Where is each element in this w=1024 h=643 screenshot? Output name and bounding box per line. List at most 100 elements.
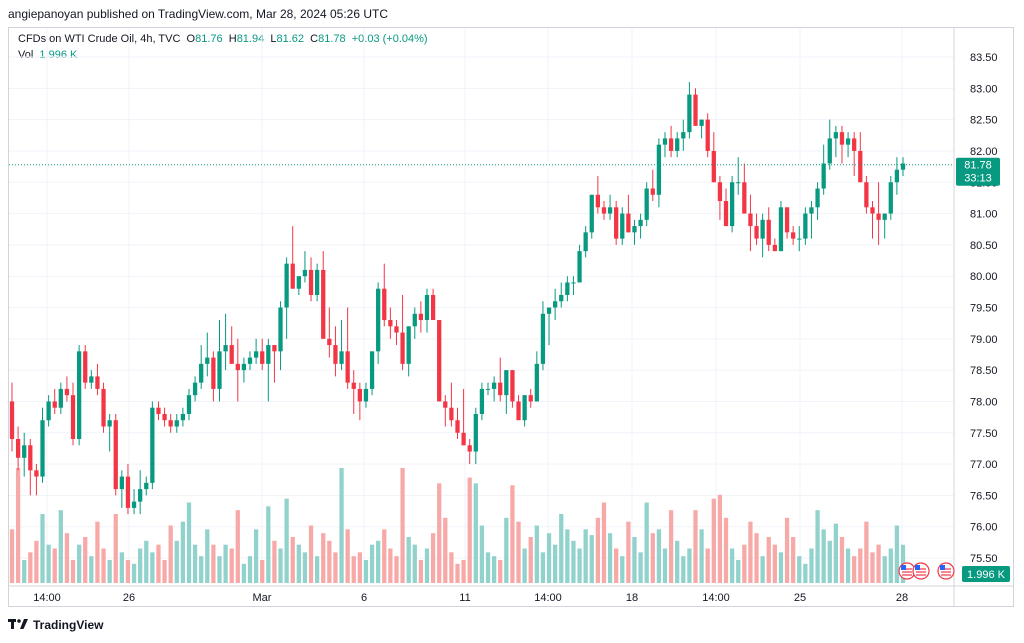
- volume-bar: [461, 560, 466, 583]
- volume-bar: [406, 537, 411, 583]
- candle-body: [52, 401, 57, 408]
- candle-body: [528, 395, 533, 402]
- volume-bar: [345, 529, 350, 583]
- candle-body: [119, 476, 124, 490]
- time-tick-label: 26: [123, 592, 135, 604]
- tradingview-logo-icon: [8, 619, 28, 629]
- candle-body: [266, 345, 271, 364]
- candle-body: [131, 501, 137, 508]
- candle-body: [626, 213, 631, 233]
- volume-bar: [70, 560, 76, 583]
- candle-body: [772, 244, 777, 252]
- volume-bar: [40, 514, 45, 583]
- volume-bar: [52, 548, 57, 583]
- volume-bar: [870, 552, 875, 583]
- volume-bar: [797, 556, 802, 583]
- candle-body: [858, 150, 863, 183]
- candle-body: [485, 388, 491, 390]
- volume-bar: [723, 517, 729, 583]
- high-value: 81.94: [236, 33, 265, 45]
- candle-body: [180, 413, 186, 421]
- candle-body: [662, 138, 668, 145]
- candle-body: [345, 351, 350, 383]
- price-tick-label: 83.00: [970, 83, 998, 95]
- volume-bar: [95, 521, 100, 583]
- candle-body: [778, 207, 784, 252]
- volume-bars: [9, 468, 906, 583]
- volume-bar: [882, 556, 887, 583]
- volume-bar: [131, 563, 137, 583]
- candle-body: [675, 138, 680, 151]
- volume-bar: [791, 537, 796, 583]
- candles: [9, 82, 906, 515]
- candle-body: [443, 401, 448, 408]
- volume-bar: [180, 521, 186, 583]
- volume-bar: [510, 485, 515, 583]
- candle-body: [754, 226, 759, 239]
- volume-bar: [22, 560, 27, 583]
- volume-bar: [839, 537, 845, 583]
- time-tick-label: 11: [459, 592, 470, 604]
- candle-body: [223, 345, 228, 352]
- candle-body: [363, 388, 369, 402]
- volume-bar: [833, 523, 839, 583]
- candle-body: [64, 388, 70, 396]
- volume-bar: [559, 514, 564, 583]
- volume-bar: [601, 502, 607, 583]
- volume-bar: [186, 502, 192, 583]
- candle-body: [583, 232, 588, 252]
- grid-lines: [9, 28, 1013, 606]
- change-value: +0.03 (+0.04%): [351, 33, 428, 45]
- volume-bar: [229, 548, 234, 583]
- time-tick-label: 14:00: [702, 592, 730, 604]
- volume-bar: [479, 525, 485, 583]
- candle-body: [534, 363, 539, 402]
- flag-canton: [901, 565, 906, 570]
- price-tick-label: 80.50: [970, 240, 998, 252]
- volume-bar: [638, 552, 643, 583]
- candle-body: [351, 382, 356, 389]
- candle-body: [827, 138, 832, 164]
- candle-body: [339, 351, 344, 364]
- candle-body: [888, 182, 893, 214]
- symbol-label[interactable]: CFDs on WTI Crude Oil, 4h, TVC: [18, 33, 181, 45]
- volume-bar: [589, 535, 594, 583]
- volume-bar: [742, 544, 747, 583]
- volume-bar: [614, 548, 619, 583]
- price-tick-label: 79.50: [970, 303, 998, 315]
- volume-bar: [119, 552, 124, 583]
- candle-body: [412, 313, 417, 327]
- candle-body: [864, 182, 869, 208]
- candle-body: [620, 213, 625, 239]
- volume-bar: [34, 540, 39, 583]
- volume-bar: [296, 544, 301, 583]
- candle-body: [76, 351, 82, 440]
- candle-body: [736, 182, 741, 184]
- volume-bar: [205, 529, 210, 583]
- volume-bar: [76, 544, 82, 583]
- candle-body: [638, 219, 643, 227]
- candle-body: [681, 132, 686, 139]
- volume-bar: [156, 544, 161, 583]
- volume-bar: [101, 548, 106, 583]
- candle-body: [296, 276, 301, 289]
- candle-body: [705, 119, 710, 151]
- volume-bar: [729, 548, 735, 583]
- candle-body: [247, 357, 253, 364]
- candle-body: [430, 294, 436, 321]
- chart-frame: [8, 27, 1014, 607]
- time-tick-label: Mar: [253, 592, 272, 604]
- volume-bar: [778, 552, 784, 583]
- volume-bar: [784, 517, 790, 583]
- candle-body: [668, 138, 674, 151]
- tradingview-footer[interactable]: TradingView: [8, 618, 103, 632]
- high-key: H: [228, 33, 237, 45]
- volume-bar: [553, 544, 558, 583]
- volume-bar: [217, 556, 222, 583]
- candle-body: [406, 326, 411, 364]
- candle-body: [833, 132, 839, 139]
- volume-bar: [113, 514, 118, 583]
- candle-body: [614, 207, 619, 239]
- candle-body: [290, 263, 295, 289]
